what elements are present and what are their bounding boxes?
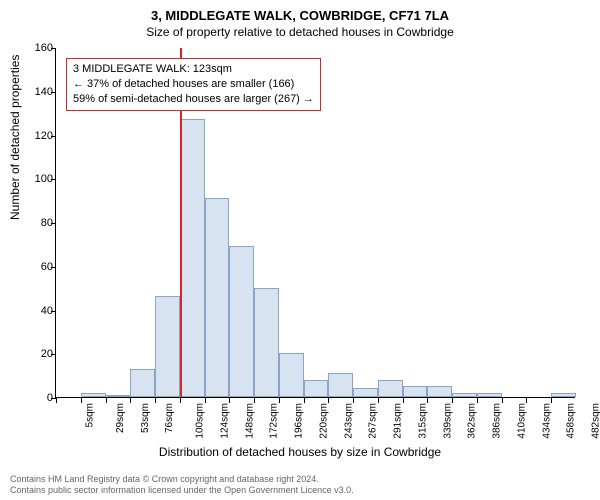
histogram-bar xyxy=(353,388,378,397)
y-tick-label: 40 xyxy=(3,305,53,317)
histogram-bar xyxy=(229,246,254,397)
histogram-bar xyxy=(304,380,329,398)
x-tick-mark xyxy=(328,398,329,403)
y-tick-mark xyxy=(51,311,56,312)
histogram-bar xyxy=(180,119,205,397)
x-tick-label: 482sqm xyxy=(591,403,600,439)
histogram-bar xyxy=(279,353,304,397)
histogram-bar xyxy=(378,380,403,398)
x-tick-label: 267sqm xyxy=(368,403,379,439)
annotation-line: 3 MIDDLEGATE WALK: 123sqm xyxy=(73,62,314,77)
x-tick-label: 100sqm xyxy=(195,403,206,439)
x-tick-label: 386sqm xyxy=(492,403,503,439)
y-tick-label: 0 xyxy=(3,392,53,404)
histogram-bar xyxy=(403,386,428,397)
plot-surface: 0204060801001201401605sqm29sqm53sqm76sqm… xyxy=(55,48,575,398)
x-tick-label: 339sqm xyxy=(442,403,453,439)
x-tick-label: 434sqm xyxy=(541,403,552,439)
chart-container: 3, MIDDLEGATE WALK, COWBRIDGE, CF71 7LA … xyxy=(0,0,600,500)
y-tick-label: 140 xyxy=(3,86,53,98)
x-tick-mark xyxy=(229,398,230,403)
x-tick-mark xyxy=(477,398,478,403)
y-tick-mark xyxy=(51,223,56,224)
x-tick-mark xyxy=(551,398,552,403)
x-tick-label: 410sqm xyxy=(517,403,528,439)
x-tick-mark xyxy=(353,398,354,403)
y-tick-mark xyxy=(51,267,56,268)
histogram-bar xyxy=(130,369,155,397)
x-axis-label: Distribution of detached houses by size … xyxy=(0,445,600,459)
x-tick-mark xyxy=(81,398,82,403)
x-tick-mark xyxy=(452,398,453,403)
x-tick-mark xyxy=(526,398,527,403)
x-tick-mark xyxy=(155,398,156,403)
y-tick-label: 100 xyxy=(3,173,53,185)
annotation-line: ← 37% of detached houses are smaller (16… xyxy=(73,77,314,92)
x-tick-label: 5sqm xyxy=(84,403,95,427)
x-tick-mark xyxy=(304,398,305,403)
x-tick-mark xyxy=(378,398,379,403)
histogram-bar xyxy=(155,296,180,397)
x-tick-mark xyxy=(254,398,255,403)
histogram-bar xyxy=(205,198,230,397)
x-tick-label: 243sqm xyxy=(343,403,354,439)
y-tick-label: 80 xyxy=(3,217,53,229)
x-tick-mark xyxy=(56,398,57,403)
y-tick-label: 20 xyxy=(3,348,53,360)
chart-title: 3, MIDDLEGATE WALK, COWBRIDGE, CF71 7LA xyxy=(0,0,600,23)
x-tick-label: 458sqm xyxy=(566,403,577,439)
x-tick-label: 124sqm xyxy=(219,403,230,439)
x-tick-label: 291sqm xyxy=(393,403,404,439)
y-tick-mark xyxy=(51,136,56,137)
annotation-line: 59% of semi-detached houses are larger (… xyxy=(73,92,314,107)
y-tick-mark xyxy=(51,48,56,49)
histogram-bar xyxy=(328,373,353,397)
histogram-bar xyxy=(427,386,452,397)
x-tick-label: 29sqm xyxy=(115,403,126,433)
x-tick-mark xyxy=(106,398,107,403)
y-tick-label: 120 xyxy=(3,130,53,142)
x-tick-mark xyxy=(403,398,404,403)
x-tick-label: 362sqm xyxy=(467,403,478,439)
y-tick-mark xyxy=(51,354,56,355)
x-tick-label: 148sqm xyxy=(244,403,255,439)
histogram-bar xyxy=(452,393,477,397)
x-tick-label: 220sqm xyxy=(318,403,329,439)
copyright-notice: Contains HM Land Registry data © Crown c… xyxy=(10,474,354,497)
x-tick-label: 53sqm xyxy=(140,403,151,433)
x-tick-mark xyxy=(279,398,280,403)
x-tick-mark xyxy=(427,398,428,403)
annotation-box: 3 MIDDLEGATE WALK: 123sqm← 37% of detach… xyxy=(66,58,321,111)
x-tick-mark xyxy=(502,398,503,403)
x-tick-mark xyxy=(130,398,131,403)
chart-subtitle: Size of property relative to detached ho… xyxy=(0,25,600,39)
y-tick-mark xyxy=(51,179,56,180)
x-tick-label: 196sqm xyxy=(294,403,305,439)
histogram-bar xyxy=(551,393,576,397)
copyright-line1: Contains HM Land Registry data © Crown c… xyxy=(10,474,354,485)
y-tick-label: 60 xyxy=(3,261,53,273)
histogram-bar xyxy=(477,393,502,397)
histogram-bar xyxy=(106,395,131,397)
y-tick-label: 160 xyxy=(3,42,53,54)
histogram-bar xyxy=(254,288,279,397)
x-tick-label: 76sqm xyxy=(164,403,175,433)
x-tick-mark xyxy=(180,398,181,403)
y-tick-mark xyxy=(51,92,56,93)
copyright-line2: Contains public sector information licen… xyxy=(10,485,354,496)
plot-area: 0204060801001201401605sqm29sqm53sqm76sqm… xyxy=(55,48,575,398)
x-tick-label: 172sqm xyxy=(269,403,280,439)
x-tick-label: 315sqm xyxy=(417,403,428,439)
x-tick-mark xyxy=(205,398,206,403)
histogram-bar xyxy=(81,393,106,397)
